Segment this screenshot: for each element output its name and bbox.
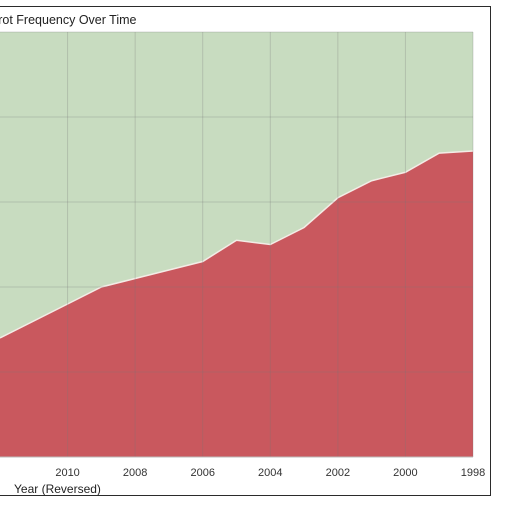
series-boundary-line — [0, 150, 474, 339]
x-tick-label: 2010 — [55, 467, 79, 479]
x-tick-label: 1998 — [461, 467, 485, 479]
chart-title: Pierrot Frequency Over Time — [0, 13, 137, 27]
x-tick-label: 2000 — [393, 467, 417, 479]
x-tick-label: 2006 — [190, 467, 214, 479]
x-tick-label: 2008 — [123, 467, 147, 479]
x-axis-label: Year (Reversed) — [14, 482, 101, 496]
area-series-2 — [0, 32, 473, 338]
area-series-1 — [0, 151, 473, 457]
x-tick-label: 2002 — [326, 467, 350, 479]
x-tick-label: 2004 — [258, 467, 282, 479]
